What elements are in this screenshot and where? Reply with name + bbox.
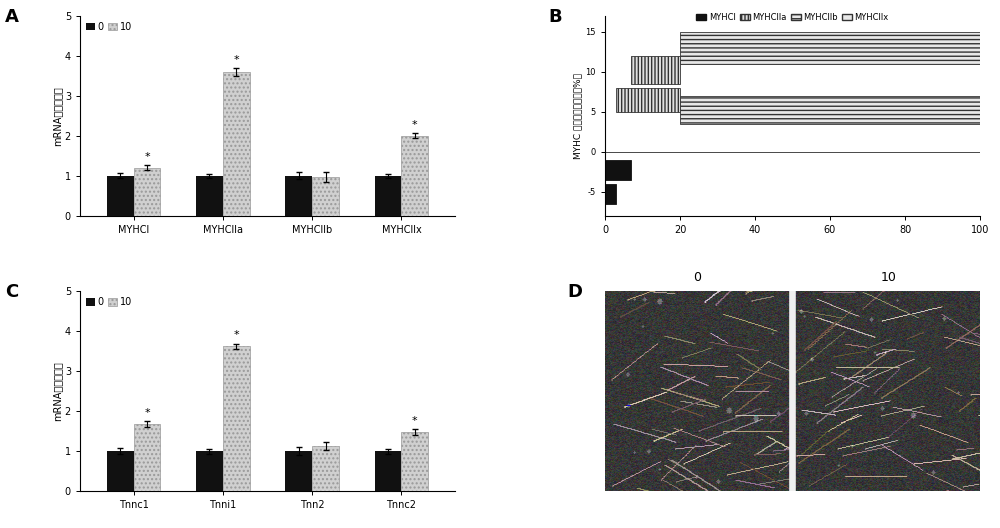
Bar <box>375 176 401 215</box>
Bar <box>223 72 250 215</box>
Bar <box>134 167 160 215</box>
Bar <box>631 56 680 84</box>
Text: B: B <box>549 8 562 26</box>
Bar <box>196 176 223 215</box>
Text: *: * <box>233 331 239 341</box>
Bar <box>616 88 680 112</box>
Bar <box>285 176 312 215</box>
Text: D: D <box>568 284 582 301</box>
Bar <box>401 432 428 491</box>
Y-axis label: mRNA相对表达量: mRNA相对表达量 <box>52 361 62 421</box>
Text: *: * <box>144 152 150 162</box>
Bar <box>680 32 980 64</box>
Text: 0: 0 <box>693 271 701 284</box>
Bar <box>312 446 339 491</box>
Legend: 0, 10: 0, 10 <box>85 296 133 308</box>
Text: *: * <box>233 54 239 64</box>
Text: 10: 10 <box>880 271 896 284</box>
Bar <box>605 184 616 203</box>
Bar <box>285 451 312 491</box>
Text: C: C <box>5 284 18 301</box>
Bar <box>375 451 401 491</box>
Text: A: A <box>5 8 19 26</box>
Legend: 0, 10: 0, 10 <box>85 21 133 33</box>
Text: *: * <box>412 416 418 426</box>
Bar <box>223 346 250 491</box>
Text: *: * <box>144 408 150 418</box>
Bar <box>134 424 160 491</box>
Bar <box>107 451 134 491</box>
Bar <box>605 159 631 180</box>
Bar <box>401 136 428 215</box>
Bar <box>312 177 339 215</box>
Y-axis label: MYHC 各型肌所占比例（%）: MYHC 各型肌所占比例（%） <box>574 73 583 159</box>
Legend: MYHCl, MYHClla, MYHCllb, MYHCllx: MYHCl, MYHClla, MYHCllb, MYHCllx <box>695 12 890 23</box>
Bar <box>196 451 223 491</box>
Bar <box>680 96 980 124</box>
Text: *: * <box>412 120 418 130</box>
Y-axis label: mRNA相对表达量: mRNA相对表达量 <box>52 86 62 146</box>
Bar <box>107 176 134 215</box>
